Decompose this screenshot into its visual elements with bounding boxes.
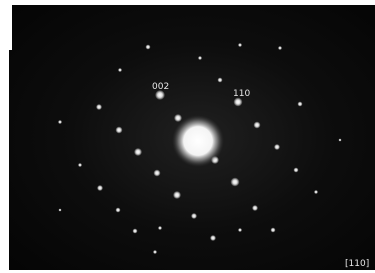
- spot: [252, 205, 258, 211]
- spot: [58, 120, 62, 124]
- spot: [254, 122, 261, 129]
- spot: [191, 213, 197, 219]
- spot: [198, 56, 202, 60]
- spot: [278, 46, 282, 50]
- spot: [294, 168, 299, 173]
- spot: [158, 226, 162, 230]
- page: 002 110 [110] (() => { const data = JSON…: [0, 0, 375, 273]
- spot: [218, 78, 223, 83]
- spot: [314, 190, 318, 194]
- spot: [173, 191, 181, 199]
- spot: [153, 250, 157, 254]
- diffraction-image: 002 110 [110]: [0, 0, 375, 273]
- spot-label: 002: [152, 82, 169, 92]
- spot: [116, 208, 121, 213]
- corner: [0, 0, 12, 50]
- spot: [231, 178, 240, 187]
- spot: [116, 127, 123, 134]
- spot: [298, 102, 303, 107]
- spot: [146, 45, 151, 50]
- spot: [78, 163, 82, 167]
- spot: [133, 229, 138, 234]
- spot: [210, 235, 216, 241]
- spot-label: 110: [233, 89, 250, 99]
- zone-axis-label: [110]: [345, 259, 369, 269]
- spot: [118, 68, 122, 72]
- spot: [271, 228, 276, 233]
- spot: [174, 114, 182, 122]
- spot: [274, 144, 280, 150]
- spot: [238, 43, 242, 47]
- spot: [59, 209, 62, 212]
- spot: [96, 104, 102, 110]
- spot: [134, 148, 142, 156]
- spot: [154, 170, 161, 177]
- central-beam: [172, 115, 224, 167]
- spot: [339, 139, 342, 142]
- spot: [238, 228, 242, 232]
- spot: [97, 185, 103, 191]
